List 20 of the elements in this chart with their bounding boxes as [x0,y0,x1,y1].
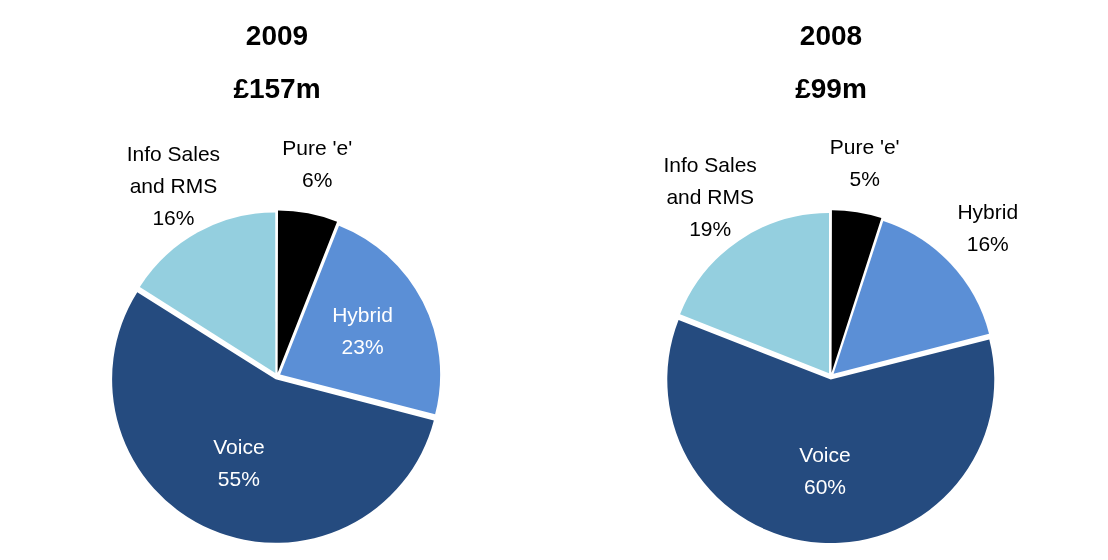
slice-label: Hybrid [332,303,393,327]
chart-subtitle: £157m [233,73,321,105]
data-label: 60% [803,474,846,498]
data-label: 55% [217,467,260,490]
slice-label: Pure 'e' [829,134,900,158]
chart-title: 2009 [245,19,309,51]
slice-label: Voice [213,435,265,458]
slice-label: Info Sales and RMS [126,142,221,198]
slice-label: Pure 'e' [282,135,353,159]
data-label: 5% [849,166,880,190]
slice-label: Voice [799,442,851,466]
data-label: 23% [341,335,384,359]
slice-label: Info Sales and RMS [663,153,757,209]
data-label: 19% [689,217,732,241]
slice-label: Hybrid [957,199,1019,223]
data-label: 16% [152,206,195,230]
data-label: 6% [302,167,333,191]
chart-title: 2008 [799,19,863,51]
chart-subtitle: £99m [795,73,867,105]
data-label: 16% [966,231,1009,255]
